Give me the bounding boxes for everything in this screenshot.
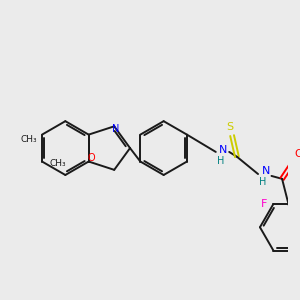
- Text: N: N: [262, 166, 270, 176]
- Text: CH₃: CH₃: [49, 159, 66, 168]
- Text: H: H: [259, 177, 266, 187]
- Text: O: O: [294, 149, 300, 159]
- Text: H: H: [217, 156, 224, 166]
- Text: O: O: [88, 153, 95, 163]
- Text: N: N: [112, 124, 120, 134]
- Text: S: S: [226, 122, 234, 132]
- Text: N: N: [219, 145, 228, 155]
- Text: CH₃: CH₃: [20, 135, 37, 144]
- Text: F: F: [261, 199, 267, 209]
